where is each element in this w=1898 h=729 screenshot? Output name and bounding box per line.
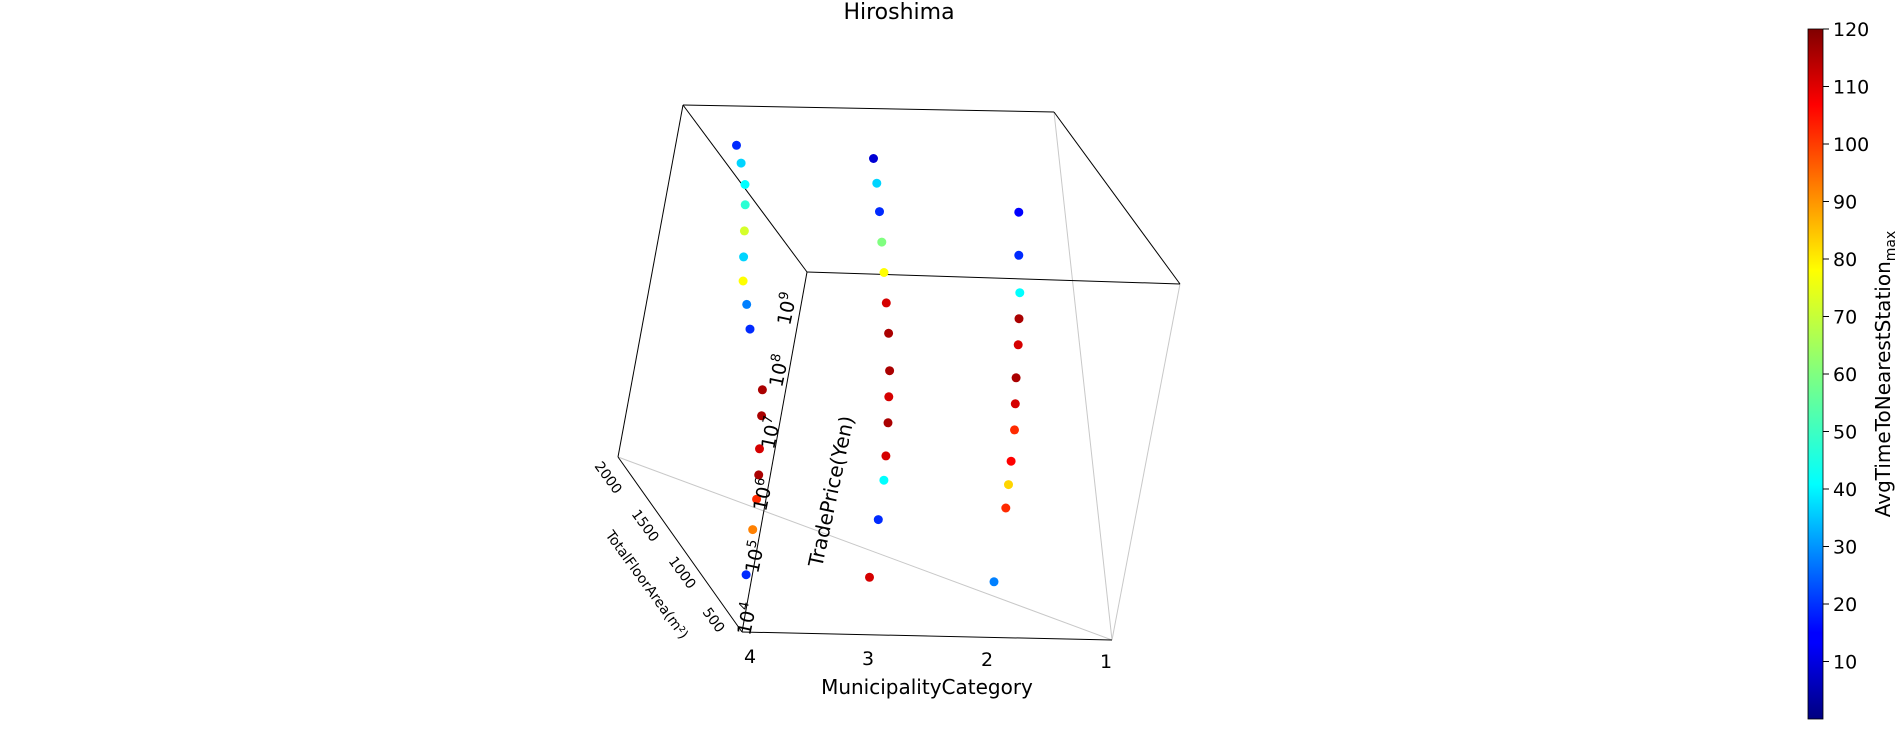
z-tick-label: 107 — [755, 414, 785, 451]
z-tick-label: 108 — [763, 352, 793, 389]
z-tick-label: 109 — [771, 290, 801, 327]
z-axis-label: TradePrice(Yen) — [803, 414, 859, 570]
colorbar-label-sub: max — [1883, 231, 1898, 262]
data-point — [739, 252, 749, 262]
data-point — [881, 298, 891, 308]
y-tick-label: 500 — [699, 605, 728, 636]
colorbar-tick-label: 50 — [1833, 422, 1857, 444]
box-back-edges — [617, 111, 1181, 641]
data-point — [742, 299, 752, 309]
data-points — [732, 140, 1025, 587]
colorbar-tick-label: 100 — [1833, 134, 1869, 156]
y-tick-label: 2000 — [591, 459, 625, 497]
colorbar-tick-label: 40 — [1833, 479, 1857, 501]
data-point — [748, 525, 758, 535]
data-point — [752, 494, 762, 504]
z-tick-label: 106 — [747, 476, 777, 513]
data-point — [1014, 250, 1024, 260]
x-axis-label: MunicipalityCategory — [821, 675, 1033, 699]
data-point — [1011, 373, 1021, 383]
z-axis-ticks: 104 105 106 107 108 109 — [731, 290, 801, 637]
chart-title: Hiroshima — [843, 0, 954, 25]
data-point — [869, 154, 878, 163]
data-point — [757, 385, 767, 395]
colorbar-ticks: 10 20 30 40 50 60 70 80 90 100 110 120 — [1823, 19, 1869, 674]
box-front-edges — [617, 104, 1181, 641]
data-point — [1010, 425, 1019, 435]
data-point — [1001, 503, 1011, 513]
data-point — [740, 180, 750, 189]
colorbar-tick-label: 120 — [1833, 19, 1869, 41]
x-tick-label: 2 — [981, 649, 993, 671]
colorbar-tick-label: 70 — [1833, 307, 1857, 329]
colorbar-tick-label: 90 — [1833, 192, 1857, 214]
data-point — [755, 444, 764, 454]
x-axis-ticks: 4 3 2 1 — [744, 646, 1112, 673]
x-tick-label: 4 — [744, 646, 756, 668]
data-point — [883, 418, 893, 428]
data-point — [989, 577, 999, 587]
y-tick-label: 1000 — [665, 554, 699, 592]
data-point — [1013, 340, 1023, 350]
data-point — [879, 475, 889, 485]
colorbar-label: AvgTimeToNearestStationmax — [1871, 231, 1898, 518]
data-point — [1010, 399, 1020, 409]
colorbar-label-main: AvgTimeToNearestStation — [1871, 261, 1895, 517]
data-point — [736, 158, 746, 168]
colorbar-tick-label: 30 — [1833, 537, 1857, 559]
z-tick-label: 104 — [731, 600, 761, 637]
data-point — [754, 470, 764, 480]
data-point — [732, 140, 741, 150]
data-point — [885, 366, 895, 376]
data-point — [865, 572, 874, 582]
data-point — [877, 237, 887, 247]
data-point — [1004, 480, 1013, 490]
colorbar-tick-label: 60 — [1833, 364, 1857, 386]
data-point — [745, 324, 755, 334]
y-axis-label: TotalFloorArea(m²) — [601, 527, 691, 642]
colorbar-tick-label: 110 — [1833, 77, 1869, 99]
data-point — [1015, 288, 1025, 298]
colorbar-tick-label: 80 — [1833, 249, 1857, 271]
data-point — [741, 570, 751, 580]
colorbar — [1807, 28, 1824, 720]
data-point — [1006, 456, 1016, 466]
x-tick-label: 3 — [862, 648, 874, 670]
data-point — [739, 226, 749, 236]
colorbar-tick-label: 10 — [1833, 652, 1857, 674]
data-point — [873, 515, 883, 525]
data-point — [884, 328, 894, 338]
data-point — [740, 200, 750, 210]
data-point — [1014, 314, 1024, 324]
data-point — [879, 268, 889, 277]
y-tick-label: 1500 — [628, 507, 662, 545]
x-tick-label: 1 — [1100, 651, 1112, 673]
data-point — [881, 451, 891, 461]
data-point — [738, 276, 748, 286]
data-point — [875, 207, 884, 217]
data-point — [1014, 207, 1024, 217]
data-point — [872, 178, 882, 188]
data-point — [884, 392, 894, 402]
z-tick-label: 105 — [739, 538, 769, 575]
data-point — [757, 411, 767, 421]
colorbar-tick-label: 20 — [1833, 594, 1857, 616]
